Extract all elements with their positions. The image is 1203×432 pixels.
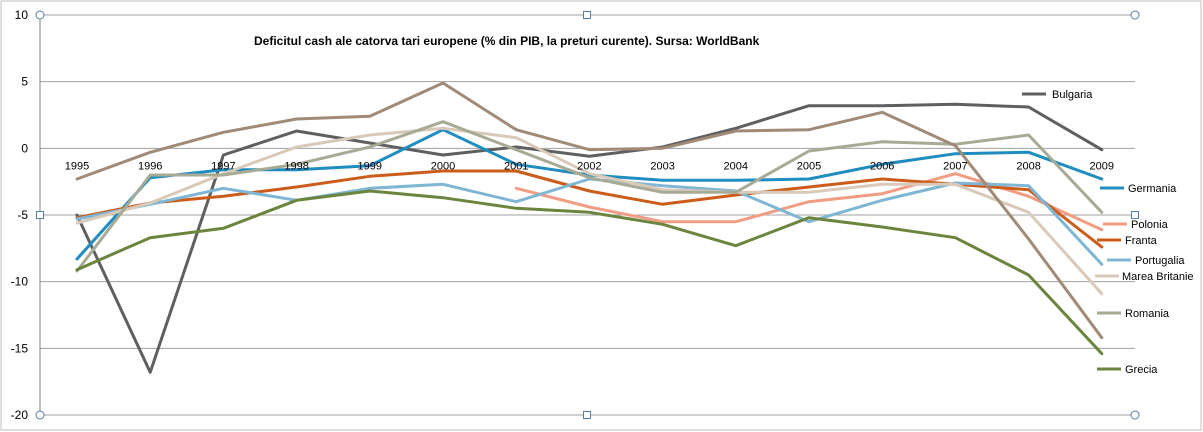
legend-label-grecia: Grecia [1125, 364, 1158, 376]
x-tick-label: 2003 [650, 160, 674, 172]
x-tick-label: 1999 [358, 160, 382, 172]
x-tick-label: 2008 [1016, 160, 1040, 172]
x-tick-label: 2004 [724, 160, 748, 172]
x-tick-label: 2007 [943, 160, 967, 172]
x-tick-label: 2001 [504, 160, 528, 172]
x-tick-label: 1997 [211, 160, 235, 172]
selection-handle-side[interactable] [583, 11, 591, 19]
series-line-marea-britanie [75, 126, 1104, 296]
series-line-grecia [75, 189, 1104, 356]
x-tick-label: 1996 [138, 160, 162, 172]
series-line-bulgaria [75, 102, 1104, 374]
y-tick-label: 5 [21, 75, 28, 89]
legend-label-marea-britanie: Marea Britanie [1122, 271, 1194, 283]
x-tick-label: 2005 [797, 160, 821, 172]
series-line-unnamed-8 [75, 81, 1104, 340]
selection-handle-corner[interactable] [1130, 10, 1140, 20]
x-tick-label: 1998 [284, 160, 308, 172]
selection-handle-side[interactable] [36, 211, 44, 219]
y-tick-label: 10 [15, 8, 29, 22]
x-tick-label: 2000 [431, 160, 455, 172]
legend-label-bulgaria: Bulgaria [1052, 89, 1093, 101]
selection-handle-corner[interactable] [35, 410, 45, 420]
selection-handle-corner[interactable] [35, 10, 45, 20]
x-tick-label: 2002 [577, 160, 601, 172]
legend-label-portugalia: Portugalia [1135, 255, 1185, 267]
legend-label-polonia: Polonia [1131, 219, 1169, 231]
x-tick-label: 2006 [870, 160, 894, 172]
legend-label-germania: Germania [1128, 183, 1177, 195]
selection-handle-side[interactable] [583, 411, 591, 419]
y-tick-label: -20 [11, 408, 29, 422]
legend-label-romania: Romania [1125, 308, 1170, 320]
y-tick-label: -15 [11, 341, 29, 355]
y-tick-label: 0 [21, 141, 28, 155]
y-tick-label: -5 [17, 208, 28, 222]
selection-handle-corner[interactable] [1130, 410, 1140, 420]
x-tick-label: 1995 [65, 160, 89, 172]
x-tick-label: 2009 [1090, 160, 1114, 172]
selection-handle-side[interactable] [1131, 211, 1139, 219]
legend-label-franta: Franta [1125, 235, 1158, 247]
chart-title: Deficitul cash ale catorva tari europene… [254, 34, 760, 48]
y-tick-label: -10 [11, 275, 29, 289]
series-line-romania [75, 120, 1104, 273]
